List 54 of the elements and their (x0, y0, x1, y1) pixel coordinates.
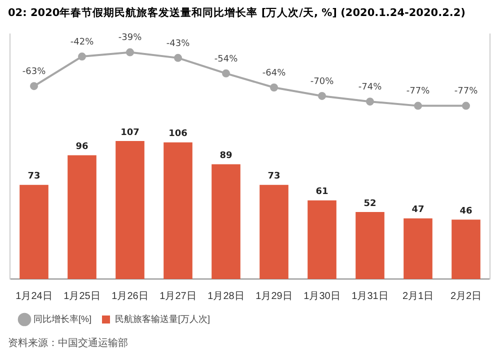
data-label: -39% (118, 33, 142, 44)
data-label: 47 (412, 205, 424, 216)
x-tick-label: 1月26日 (112, 290, 148, 302)
data-label: -42% (70, 37, 94, 48)
data-label: 61 (316, 187, 328, 198)
data-label: -77% (406, 86, 430, 97)
data-label: 107 (120, 128, 140, 138)
point (30, 82, 38, 90)
x-tick-label: 2月2日 (450, 290, 482, 302)
point (462, 102, 470, 110)
x-tick-label: 1月31日 (352, 290, 388, 302)
point (222, 69, 230, 78)
data-label: 52 (364, 198, 376, 209)
data-label: -54% (214, 54, 238, 64)
point (366, 98, 374, 106)
bar (308, 200, 336, 279)
chart-title: 02: 2020年春节假期民航旅客发送量和同比增长率 [万人次/天, %] (2020.1.24-2020.2.2) (7, 6, 466, 21)
point (126, 48, 134, 56)
x-tick-label: 1月25日 (64, 290, 100, 302)
x-tick-label: 1月29日 (256, 290, 292, 302)
data-label: -64% (262, 68, 286, 78)
point (174, 54, 182, 62)
data-label: -77% (454, 86, 478, 97)
x-tick-label: 1月30日 (304, 290, 340, 302)
x-tick-label: 2月1日 (402, 290, 434, 302)
legend-label: 民航旅客输送量[万人次] (115, 314, 210, 324)
point (414, 102, 422, 110)
data-label: -43% (166, 38, 190, 49)
bar (452, 220, 480, 279)
x-tick-label: 1月27日 (160, 290, 196, 302)
data-label: 73 (28, 172, 40, 182)
x-tick-label: 1月24日 (16, 290, 52, 302)
data-label: 106 (168, 129, 188, 140)
data-label: 73 (268, 172, 280, 182)
data-label: -63% (22, 66, 46, 77)
data-label: 46 (460, 206, 472, 217)
x-tick-label: 1月28日 (208, 290, 244, 302)
point (270, 84, 278, 92)
bar (212, 164, 240, 279)
legend-label: 同比增长率[%] (34, 314, 92, 324)
bar (20, 184, 48, 279)
data-label: -74% (358, 82, 382, 92)
data-label: 96 (76, 142, 88, 152)
bar (356, 212, 384, 279)
data-label: -70% (310, 76, 334, 87)
bar (260, 184, 288, 279)
bar (68, 155, 96, 279)
bar (164, 142, 192, 279)
text: 资料来源：中国交通运输部 (7, 336, 129, 351)
point (78, 52, 86, 61)
bar (116, 141, 144, 279)
bar (404, 218, 432, 279)
data-label: 89 (220, 151, 232, 162)
point (318, 92, 326, 100)
